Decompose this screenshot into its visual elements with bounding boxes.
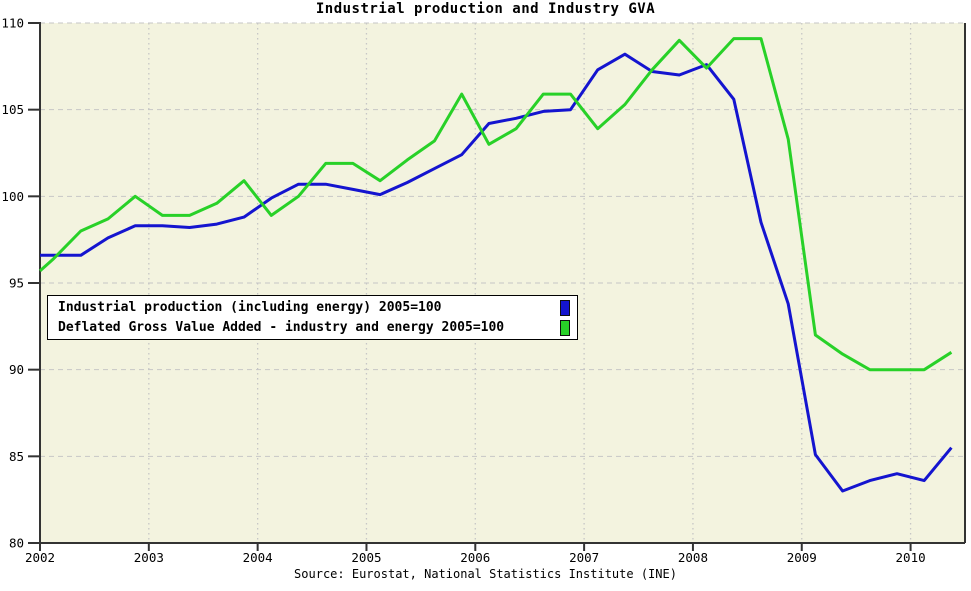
legend: Industrial production (including energy)…: [47, 295, 578, 340]
x-tick-label: 2004: [243, 550, 273, 565]
y-tick-label: 110: [1, 16, 24, 31]
y-tick-label: 105: [1, 102, 24, 117]
x-tick-label: 2005: [351, 550, 381, 565]
x-tick-label: 2008: [678, 550, 708, 565]
chart-title: Industrial production and Industry GVA: [315, 1, 656, 17]
legend-swatch-green: [560, 319, 570, 336]
x-tick-label: 2007: [569, 550, 599, 565]
legend-item-deflated-gva: Deflated Gross Value Added - industry an…: [58, 319, 570, 337]
legend-item-industrial-production: Industrial production (including energy)…: [58, 299, 570, 317]
y-tick-label: 80: [9, 536, 24, 551]
series-line-deflated-gva: [38, 37, 953, 372]
x-tick-label: 2003: [134, 550, 164, 565]
legend-swatch-blue: [560, 299, 570, 316]
legend-label-industrial-production: Industrial production (including energy)…: [58, 300, 442, 315]
x-tick-label: 2002: [25, 550, 55, 565]
x-tick-label: 2009: [787, 550, 817, 565]
y-tick-label: 95: [9, 276, 24, 291]
y-tick-label: 90: [9, 362, 24, 377]
y-tick-label: 100: [1, 189, 24, 204]
legend-label-deflated-gva: Deflated Gross Value Added - industry an…: [58, 320, 505, 335]
x-tick-label: 2006: [460, 550, 490, 565]
source-note: Source: Eurostat, National Statistics In…: [294, 567, 677, 581]
series-line-industrial-production: [40, 52, 953, 493]
y-tick-label: 85: [9, 449, 24, 464]
x-tick-label: 2010: [896, 550, 926, 565]
